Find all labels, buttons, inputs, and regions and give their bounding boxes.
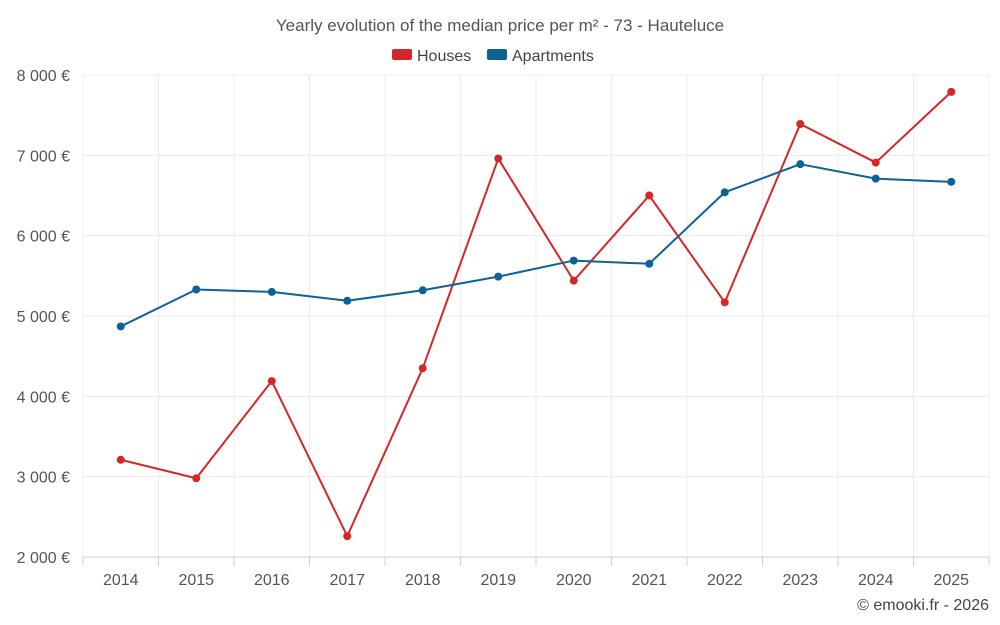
- data-point-houses[interactable]: [871, 158, 880, 167]
- legend-label-houses: Houses: [417, 48, 471, 65]
- legend-item-houses[interactable]: Houses: [392, 48, 471, 65]
- x-axis: 2014 2015 2016 2017 2018 2019 2020 2021 2022 2023…: [82, 556, 990, 589]
- y-tick-label: 2 000 €: [17, 550, 70, 567]
- data-point-apartments[interactable]: [116, 322, 125, 331]
- data-point-apartments[interactable]: [343, 296, 352, 305]
- data-point-houses[interactable]: [494, 154, 503, 163]
- data-point-houses[interactable]: [192, 474, 201, 483]
- data-point-apartments[interactable]: [871, 174, 880, 183]
- x-tick-label: 2016: [254, 572, 290, 589]
- x-tick-label: 2024: [858, 572, 894, 589]
- x-tick-label: 2017: [329, 572, 365, 589]
- y-tick-label: 4 000 €: [17, 389, 70, 406]
- data-point-apartments[interactable]: [947, 177, 956, 186]
- x-tick-label: 2015: [178, 572, 214, 589]
- chart-title: Yearly evolution of the median price per…: [276, 16, 724, 35]
- data-point-apartments[interactable]: [192, 285, 201, 294]
- data-point-houses[interactable]: [343, 532, 352, 541]
- legend-label-apartments: Apartments: [512, 48, 594, 65]
- x-tick-label: 2021: [631, 572, 667, 589]
- series-houses: [116, 87, 956, 541]
- data-point-houses[interactable]: [645, 191, 654, 200]
- legend-swatch-houses: [392, 49, 412, 60]
- x-tick-label: 2023: [782, 572, 818, 589]
- data-point-apartments[interactable]: [267, 287, 276, 296]
- data-point-apartments[interactable]: [494, 272, 503, 281]
- x-tick-label: 2019: [480, 572, 516, 589]
- series-line-houses: [120, 91, 952, 538]
- y-tick-label: 3 000 €: [17, 470, 70, 487]
- data-point-houses[interactable]: [947, 87, 956, 96]
- grid: [82, 74, 990, 557]
- data-point-houses[interactable]: [418, 364, 427, 373]
- y-tick-label: 7 000 €: [17, 148, 70, 165]
- data-point-apartments[interactable]: [645, 259, 654, 268]
- series: [116, 87, 956, 541]
- y-axis: 2 000 € 3 000 € 4 000 € 5 000 € 6 000 € 7 000…: [17, 68, 70, 567]
- y-tick-label: 5 000 €: [17, 309, 70, 326]
- data-point-houses[interactable]: [267, 377, 276, 386]
- series-apartments: [116, 160, 956, 331]
- x-tick-label: 2018: [405, 572, 441, 589]
- legend-item-apartments[interactable]: Apartments: [487, 48, 594, 65]
- data-point-apartments[interactable]: [418, 286, 427, 295]
- data-point-houses[interactable]: [569, 276, 578, 285]
- data-point-houses[interactable]: [796, 120, 805, 129]
- data-point-houses[interactable]: [720, 298, 729, 307]
- x-tick-label: 2020: [556, 572, 592, 589]
- legend-swatch-apartments: [487, 49, 507, 60]
- y-tick-label: 8 000 €: [17, 68, 70, 85]
- x-tick-label: 2014: [103, 572, 139, 589]
- data-point-apartments[interactable]: [720, 188, 729, 197]
- data-point-houses[interactable]: [116, 455, 125, 464]
- legend[interactable]: Houses Apartments: [392, 48, 594, 65]
- data-point-apartments[interactable]: [796, 160, 805, 169]
- data-point-apartments[interactable]: [569, 256, 578, 265]
- x-tick-label: 2022: [707, 572, 743, 589]
- y-tick-label: 6 000 €: [17, 229, 70, 246]
- x-tick-label: 2025: [933, 572, 969, 589]
- credit-text: © emooki.fr - 2026: [857, 597, 989, 614]
- series-line-apartments: [120, 163, 952, 328]
